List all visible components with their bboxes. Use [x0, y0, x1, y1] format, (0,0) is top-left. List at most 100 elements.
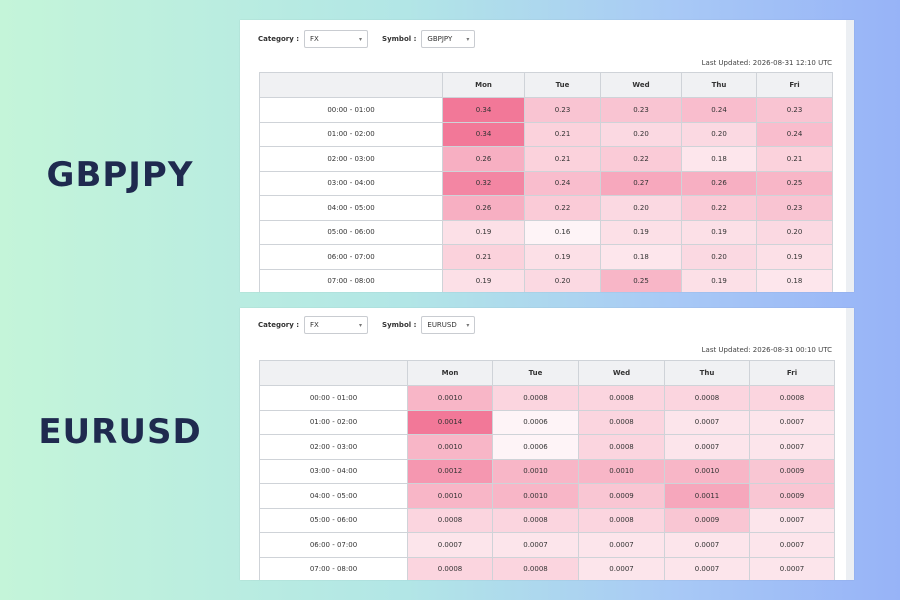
time-slot-cell: 07:00 - 08:00 — [259, 556, 408, 580]
heat-cell: 0.18 — [600, 244, 682, 270]
category-value: FX — [310, 35, 319, 43]
time-slot-cell: 01:00 - 02:00 — [259, 121, 443, 147]
heat-cell: 0.34 — [442, 97, 525, 123]
heat-cell: 0.22 — [681, 195, 757, 221]
category-select[interactable]: FX ▾ — [304, 30, 369, 48]
filter-controls: Category : FX ▾ Symbol : GBPJPY ▾ — [258, 28, 489, 50]
heat-cell: 0.0007 — [664, 409, 750, 435]
heat-cell: 0.0008 — [492, 385, 579, 411]
heat-cell: 0.20 — [600, 121, 682, 147]
table-row: 04:00 - 05:00 0.26 0.22 0.20 0.22 0.23 — [259, 195, 833, 221]
heat-cell: 0.26 — [681, 170, 757, 196]
heat-cell: 0.21 — [756, 146, 833, 172]
heat-cell: 0.0012 — [407, 458, 493, 484]
time-slot-cell: 06:00 - 07:00 — [259, 532, 408, 558]
chevron-down-icon: ▾ — [466, 321, 470, 329]
chevron-down-icon: ▾ — [466, 35, 470, 43]
scrollbar[interactable] — [846, 308, 854, 580]
heat-cell: 0.20 — [681, 121, 757, 147]
header-cell-day: Wed — [600, 72, 682, 98]
heat-cell: 0.24 — [681, 97, 757, 123]
heat-cell: 0.21 — [524, 121, 601, 147]
header-cell-day: Mon — [407, 360, 493, 386]
header-cell-day: Wed — [578, 360, 665, 386]
header-cell-day: Fri — [749, 360, 835, 386]
header-cell-time — [259, 360, 408, 386]
table-row: 03:00 - 04:00 0.32 0.24 0.27 0.26 0.25 — [259, 170, 833, 196]
time-slot-cell: 04:00 - 05:00 — [259, 483, 408, 509]
time-slot-cell: 03:00 - 04:00 — [259, 170, 443, 196]
table-row: 02:00 - 03:00 0.0010 0.0006 0.0008 0.0007 0.0… — [259, 434, 835, 460]
heat-cell: 0.27 — [600, 170, 682, 196]
heat-cell: 0.0008 — [407, 556, 493, 580]
heat-cell: 0.0007 — [407, 532, 493, 558]
heat-cell: 0.21 — [524, 146, 601, 172]
heat-cell: 0.19 — [442, 268, 525, 292]
time-slot-cell: 00:00 - 01:00 — [259, 385, 408, 411]
header-cell-day: Thu — [681, 72, 757, 98]
heatmap-panel-eurusd: Category : FX ▾ Symbol : EURUSD ▾ Last U… — [240, 308, 854, 580]
heat-cell: 0.23 — [524, 97, 601, 123]
heat-cell: 0.32 — [442, 170, 525, 196]
time-slot-cell: 05:00 - 06:00 — [259, 219, 443, 245]
heat-cell: 0.0011 — [664, 483, 750, 509]
heat-cell: 0.25 — [600, 268, 682, 292]
table-row: 00:00 - 01:00 0.0010 0.0008 0.0008 0.0008 0.0… — [259, 385, 835, 411]
heat-cell: 0.0007 — [749, 507, 835, 533]
table-row: 01:00 - 02:00 0.34 0.21 0.20 0.20 0.24 — [259, 121, 833, 147]
heat-cell: 0.0008 — [578, 434, 665, 460]
heat-cell: 0.20 — [681, 244, 757, 270]
table-row: 07:00 - 08:00 0.19 0.20 0.25 0.19 0.18 — [259, 268, 833, 292]
table-row: 03:00 - 04:00 0.0012 0.0010 0.0010 0.0010 0.0… — [259, 458, 835, 484]
header-cell-day: Tue — [524, 72, 601, 98]
heat-cell: 0.0007 — [578, 556, 665, 580]
heat-cell: 0.23 — [756, 195, 833, 221]
heat-cell: 0.0007 — [664, 556, 750, 580]
header-cell-day: Mon — [442, 72, 525, 98]
heat-cell: 0.0007 — [749, 409, 835, 435]
time-slot-cell: 05:00 - 06:00 — [259, 507, 408, 533]
heat-cell: 0.18 — [681, 146, 757, 172]
heat-cell: 0.0007 — [749, 556, 835, 580]
heat-cell: 0.0010 — [492, 458, 579, 484]
table-row: 05:00 - 06:00 0.0008 0.0008 0.0008 0.0009 0.0… — [259, 507, 835, 533]
time-slot-cell: 03:00 - 04:00 — [259, 458, 408, 484]
heat-cell: 0.16 — [524, 219, 601, 245]
heat-cell: 0.22 — [524, 195, 601, 221]
last-updated: Last Updated: 2026-08-31 00:10 UTC — [701, 346, 832, 354]
table-body: 00:00 - 01:00 0.34 0.23 0.23 0.24 0.23 01:00 -… — [259, 97, 833, 292]
heat-cell: 0.34 — [442, 121, 525, 147]
symbol-label: Symbol : — [382, 321, 417, 329]
heat-cell: 0.0009 — [664, 507, 750, 533]
heat-cell: 0.0009 — [749, 458, 835, 484]
header-cell-time — [259, 72, 443, 98]
heat-cell: 0.0014 — [407, 409, 493, 435]
table-row: 06:00 - 07:00 0.21 0.19 0.18 0.20 0.19 — [259, 244, 833, 270]
table-row: 07:00 - 08:00 0.0008 0.0008 0.0007 0.0007 0.0… — [259, 556, 835, 580]
chevron-down-icon: ▾ — [359, 35, 363, 43]
heat-cell: 0.19 — [756, 244, 833, 270]
heat-cell: 0.26 — [442, 146, 525, 172]
table-row: 04:00 - 05:00 0.0010 0.0010 0.0009 0.0011 0.0… — [259, 483, 835, 509]
table-row: 01:00 - 02:00 0.0014 0.0006 0.0008 0.0007 0.0… — [259, 409, 835, 435]
heat-cell: 0.0007 — [664, 434, 750, 460]
heat-cell: 0.23 — [600, 97, 682, 123]
symbol-select[interactable]: GBPJPY ▾ — [421, 30, 476, 48]
heat-cell: 0.0008 — [578, 385, 665, 411]
table-row: 00:00 - 01:00 0.34 0.23 0.23 0.24 0.23 — [259, 97, 833, 123]
heat-cell: 0.0008 — [578, 507, 665, 533]
header-row: Mon Tue Wed Thu Fri — [259, 360, 835, 386]
heat-cell: 0.0007 — [578, 532, 665, 558]
time-slot-cell: 00:00 - 01:00 — [259, 97, 443, 123]
symbol-select[interactable]: EURUSD ▾ — [421, 316, 476, 334]
heat-cell: 0.0010 — [578, 458, 665, 484]
category-label: Category : — [258, 321, 300, 329]
category-label: Category : — [258, 35, 300, 43]
table-row: 06:00 - 07:00 0.0007 0.0007 0.0007 0.0007 0.0… — [259, 532, 835, 558]
scrollbar[interactable] — [846, 20, 854, 292]
category-select[interactable]: FX ▾ — [304, 316, 369, 334]
heat-cell: 0.0007 — [749, 532, 835, 558]
symbol-label-gbpjpy: GBPJPY — [46, 155, 194, 195]
heat-cell: 0.0008 — [664, 385, 750, 411]
heat-cell: 0.22 — [600, 146, 682, 172]
